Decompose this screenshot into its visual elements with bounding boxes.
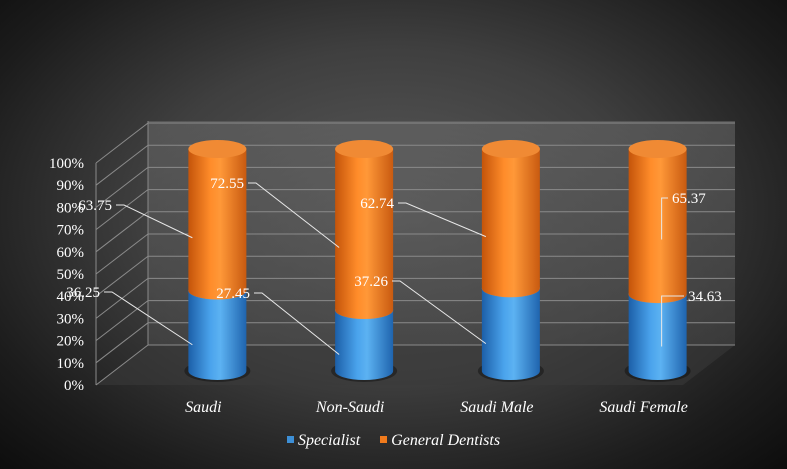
bar-group-saudi-female (624, 140, 691, 382)
bar-group-saudi (184, 140, 251, 382)
y-tick-label: 30% (57, 311, 85, 327)
bar-cap (335, 140, 394, 158)
chart-bars (184, 140, 691, 382)
leader-line (248, 182, 340, 248)
floor (96, 345, 735, 385)
legend-swatch-specialist (286, 436, 294, 443)
chart-legend: Specialist General Dentists (0, 432, 787, 450)
bar-non-saudi-general-dentists (335, 149, 394, 320)
legend-item-general-dentists: General Dentists (380, 432, 500, 450)
legend-label-specialist: Specialist (297, 432, 361, 449)
bar-saudi-male-specialist (481, 288, 540, 380)
leader-line (116, 204, 193, 239)
y-tick-label: 90% (57, 178, 85, 194)
leader-line (104, 291, 193, 346)
bar-cap (628, 140, 687, 158)
data-label-saudi-female-general-dentists: 65.37 (672, 191, 706, 207)
leader-line (398, 202, 487, 238)
bar-saudi-female-specialist (628, 294, 687, 380)
bar-cap (481, 140, 540, 158)
bar-group-non-saudi (331, 140, 398, 382)
bar-saudi-male-general-dentists (481, 149, 540, 298)
y-tick-label: 80% (57, 200, 85, 216)
legend-swatch-general-dentists (380, 436, 388, 443)
data-label-saudi-female-specialist: 34.63 (688, 289, 722, 305)
y-tick-label: 70% (57, 223, 85, 239)
bar-saudi-female-general-dentists (628, 149, 687, 304)
legend-item-specialist: Specialist (286, 432, 361, 450)
bar-cap (188, 140, 247, 158)
data-label-non-saudi-general-dentists: 72.55 (210, 176, 244, 192)
leader-line (661, 295, 684, 347)
y-tick-label: 40% (57, 289, 85, 305)
bar-group-saudi-male (477, 140, 544, 382)
bar-saudi-specialist (188, 290, 247, 380)
y-tick-label: 0% (64, 378, 84, 394)
data-label-saudi-general-dentists: 63.75 (78, 198, 112, 214)
data-label-saudi-specialist: 36.25 (66, 285, 100, 301)
x-category-label-saudi: Saudi (185, 399, 221, 416)
y-tick-label: 60% (57, 245, 85, 261)
x-category-label-saudi-female: Saudi Female (599, 399, 687, 416)
data-label-saudi-male-general-dentists: 62.74 (360, 196, 394, 212)
back-wall (148, 121, 735, 345)
leader-line (661, 197, 668, 240)
data-label-saudi-male-specialist: 37.26 (354, 274, 388, 290)
x-category-label-saudi-male: Saudi Male (460, 399, 533, 416)
bar-non-saudi-specialist (335, 310, 394, 380)
y-tick-label: 50% (57, 267, 85, 283)
data-label-non-saudi-specialist: 27.45 (216, 286, 250, 302)
y-tick-label: 10% (57, 356, 85, 372)
y-tick-label: 20% (57, 334, 85, 350)
x-category-label-non-saudi: Non-Saudi (315, 399, 384, 416)
leader-line (254, 292, 340, 355)
y-tick-label: 100% (49, 156, 84, 172)
leader-line (392, 280, 487, 345)
legend-label-general-dentists: General Dentists (391, 432, 501, 449)
bar-saudi-general-dentists (188, 149, 247, 300)
chart-data-labels: 36.25 63.75 27.45 72.55 37.26 62.74 34.63 65.37 (66, 176, 722, 355)
